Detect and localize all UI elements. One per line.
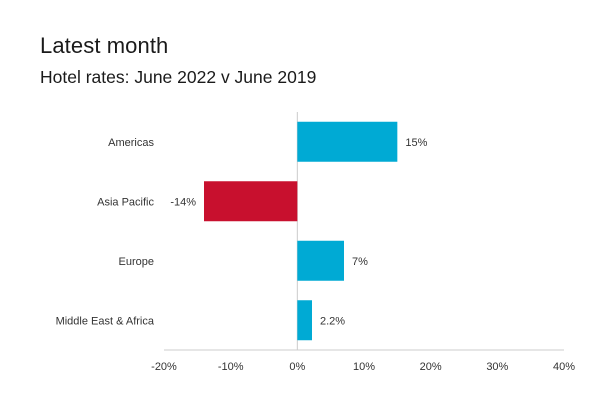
x-tick-label: 10% [353, 361, 375, 373]
bar-americas [297, 121, 398, 162]
data-label: 7% [352, 256, 368, 268]
x-tick-label: 20% [420, 361, 442, 373]
x-tick-label: 30% [486, 361, 508, 373]
category-label: Americas [108, 137, 154, 149]
bar-asia-pacific [204, 181, 298, 222]
category-label: Europe [119, 256, 154, 268]
bar-europe [297, 240, 344, 281]
data-label: -14% [170, 196, 196, 208]
bar-middle-east-africa [297, 300, 312, 341]
chart-subtitle: Hotel rates: June 2022 v June 2019 [40, 67, 317, 87]
data-label: 15% [405, 137, 427, 149]
data-label: 2.2% [320, 315, 345, 327]
x-tick-label: -10% [218, 361, 244, 373]
chart-title: Latest month [40, 33, 169, 58]
x-tick-label: -20% [151, 361, 177, 373]
category-label: Middle East & Africa [56, 315, 155, 327]
category-label: Asia Pacific [97, 196, 154, 208]
x-tick-label: 0% [289, 361, 305, 373]
x-tick-label: 40% [553, 361, 575, 373]
